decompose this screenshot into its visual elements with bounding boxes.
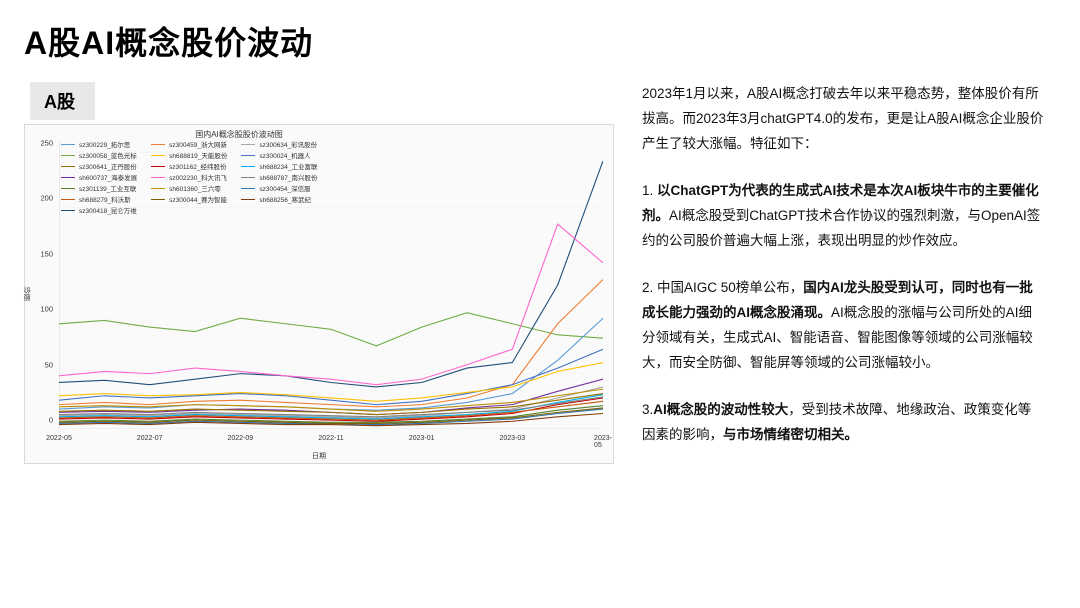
page-title: A股AI概念股价波动 [24, 18, 1044, 64]
y-tick: 100 [40, 305, 53, 314]
p3-prefix: 3. [642, 402, 653, 417]
y-tick: 150 [40, 249, 53, 258]
point-3: 3.AI概念股的波动性较大，受到技术故障、地缘政治、政策变化等因素的影响，与市场… [642, 398, 1044, 448]
chart-container: 国内AI概念股股价波动图 sz300229_拓尔思sz300459_浙大网新sz… [24, 124, 614, 464]
x-tick: 2022-05 [46, 435, 72, 442]
x-tick: 2022-07 [137, 435, 163, 442]
left-column: A股 国内AI概念股股价波动图 sz300229_拓尔思sz300459_浙大网… [24, 82, 614, 470]
chart-svg [59, 141, 603, 429]
intro-paragraph: 2023年1月以来，A股AI概念打破去年以来平稳态势，整体股价有所拔高。而202… [642, 82, 1044, 157]
p3-bold1: AI概念股的波动性较大 [653, 402, 788, 417]
x-tick: 2023-05 [594, 435, 612, 449]
right-column: 2023年1月以来，A股AI概念打破去年以来平稳态势，整体股价有所拔高。而202… [642, 82, 1044, 470]
market-tab: A股 [30, 82, 95, 120]
y-tick: 250 [40, 139, 53, 148]
p1-prefix: 1. [642, 183, 657, 198]
slide: A股AI概念股价波动 A股 国内AI概念股股价波动图 sz300229_拓尔思s… [0, 0, 1080, 608]
x-axis: 2022-052022-072022-092022-112023-012023-… [59, 435, 603, 449]
columns: A股 国内AI概念股股价波动图 sz300229_拓尔思sz300459_浙大网… [24, 82, 1044, 470]
x-tick: 2023-01 [409, 435, 435, 442]
point-2: 2. 中国AIGC 50榜单公布，国内AI龙头股受到认可，同时也有一批成长能力强… [642, 276, 1044, 376]
x-tick: 2022-09 [227, 435, 253, 442]
plot-area [59, 141, 603, 429]
x-tick: 2023-03 [499, 435, 525, 442]
y-axis: 0 50 100 150 200 250 [25, 141, 55, 429]
point-1: 1. 以ChatGPT为代表的生成式AI技术是本次AI板块牛市的主要催化剂。AI… [642, 179, 1044, 254]
y-tick: 50 [45, 360, 53, 369]
p2-prefix: 2. 中国AIGC 50榜单公布， [642, 280, 803, 295]
x-tick: 2022-11 [318, 435, 343, 442]
y-tick: 200 [40, 194, 53, 203]
x-axis-label: 日期 [25, 451, 613, 461]
p3-bold2: 与市场情绪密切相关。 [723, 427, 858, 442]
y-tick: 0 [49, 416, 53, 425]
p1-rest: AI概念股受到ChatGPT技术合作协议的强烈刺激，与OpenAI签约的公司股价… [642, 208, 1040, 248]
